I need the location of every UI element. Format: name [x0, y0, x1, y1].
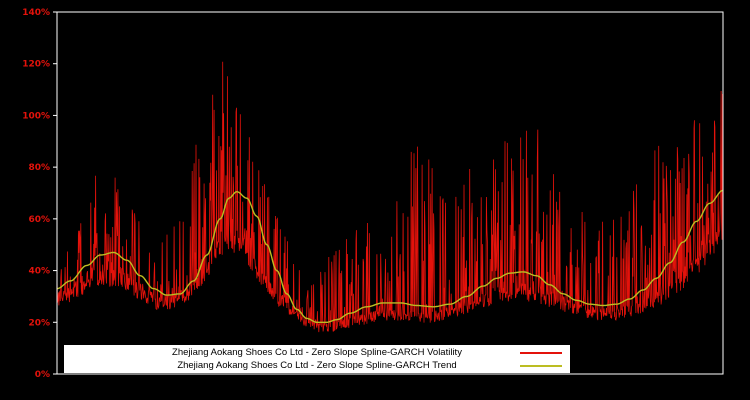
trend-line-sample-icon	[520, 364, 562, 367]
legend-label-volatility: Zhejiang Aokang Shoes Co Ltd - Zero Slop…	[172, 347, 462, 358]
y-axis-tick-label: 40%	[28, 267, 50, 277]
y-axis-tick-label: 20%	[28, 318, 50, 328]
plot-frame	[56, 11, 724, 375]
trend-line	[57, 189, 723, 323]
y-axis-tick-label: 140%	[22, 8, 50, 18]
legend-item-trend: Zhejiang Aokang Shoes Co Ltd - Zero Slop…	[64, 359, 570, 372]
y-axis-tick-label: 100%	[22, 111, 50, 121]
y-axis-tick-label: 0%	[35, 370, 50, 380]
volatility-line-sample-icon	[520, 351, 562, 354]
y-axis-tick-label: 80%	[28, 163, 50, 173]
volatility-series	[57, 61, 723, 333]
chart-legend: Zhejiang Aokang Shoes Co Ltd - Zero Slop…	[64, 345, 570, 373]
y-axis-tick-label: 120%	[22, 60, 50, 70]
legend-item-volatility: Zhejiang Aokang Shoes Co Ltd - Zero Slop…	[64, 346, 570, 359]
legend-label-trend: Zhejiang Aokang Shoes Co Ltd - Zero Slop…	[177, 360, 457, 371]
y-axis-tick-label: 60%	[28, 215, 50, 225]
